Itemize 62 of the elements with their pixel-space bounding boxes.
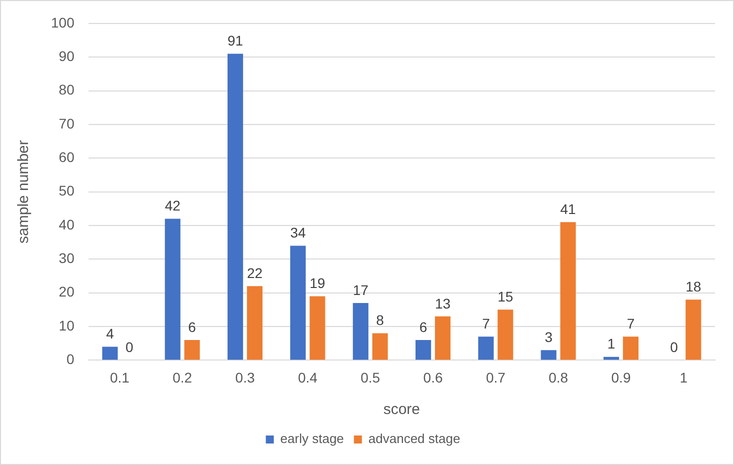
bar (478, 336, 494, 360)
bar (246, 286, 262, 360)
data-label: 18 (686, 278, 702, 294)
data-label: 34 (290, 224, 306, 241)
data-label: 6 (419, 318, 428, 335)
x-tick-label: 1 (680, 369, 688, 386)
y-tick-label: 100 (51, 14, 75, 30)
data-label: 4 (106, 326, 114, 342)
y-tick-label: 70 (58, 115, 75, 132)
y-tick-label: 80 (58, 82, 75, 98)
bar (622, 336, 638, 360)
y-tick-label: 50 (58, 182, 75, 199)
bar (310, 296, 326, 360)
data-label: 6 (188, 318, 196, 335)
bar (560, 222, 576, 360)
data-label: 91 (228, 32, 244, 49)
x-tick-label: 0.3 (235, 369, 255, 386)
data-label: 42 (164, 198, 181, 214)
x-tick-label: 0.9 (611, 369, 631, 386)
data-label: 7 (626, 315, 635, 332)
data-label: 22 (246, 264, 263, 281)
bar (686, 300, 702, 360)
bar (228, 54, 244, 360)
data-label: 15 (498, 288, 514, 305)
y-tick-label: 0 (66, 351, 75, 368)
bar (540, 350, 556, 360)
bar (102, 346, 118, 360)
legend-label: early stage (280, 431, 344, 446)
y-tick-label: 40 (58, 216, 75, 232)
y-axis-title: sample number (15, 140, 32, 244)
data-label: 41 (560, 200, 576, 217)
x-tick-label: 0.8 (548, 369, 568, 386)
bar (372, 333, 388, 360)
x-tick-label: 0.6 (423, 369, 443, 386)
y-tick-label: 20 (58, 284, 75, 300)
data-label: 1 (607, 336, 616, 352)
bar (352, 302, 368, 360)
y-tick-label: 60 (58, 148, 75, 165)
bar (184, 340, 200, 360)
data-label: 17 (352, 282, 369, 298)
bar (290, 246, 306, 360)
x-tick-label: 0.1 (110, 369, 130, 386)
y-tick-label: 10 (58, 317, 75, 334)
data-label: 3 (544, 328, 553, 345)
x-tick-label: 0.4 (298, 369, 318, 386)
x-tick-label: 0.7 (486, 369, 506, 386)
bar (416, 340, 432, 360)
data-label: 8 (376, 312, 384, 328)
data-label: 7 (482, 315, 490, 332)
data-label: 0 (670, 339, 678, 356)
data-label: 13 (434, 295, 451, 312)
data-label: 0 (126, 339, 134, 356)
y-tick-label: 90 (58, 48, 75, 64)
x-tick-label: 0.2 (172, 369, 192, 386)
x-tick-label: 0.5 (360, 369, 380, 386)
bar (434, 316, 450, 360)
y-tick-label: 30 (58, 250, 75, 266)
legend-label: advanced stage (368, 431, 460, 446)
data-label: 19 (310, 275, 326, 292)
bar (164, 218, 180, 360)
bar (498, 310, 514, 360)
x-axis-title: score (383, 401, 420, 418)
